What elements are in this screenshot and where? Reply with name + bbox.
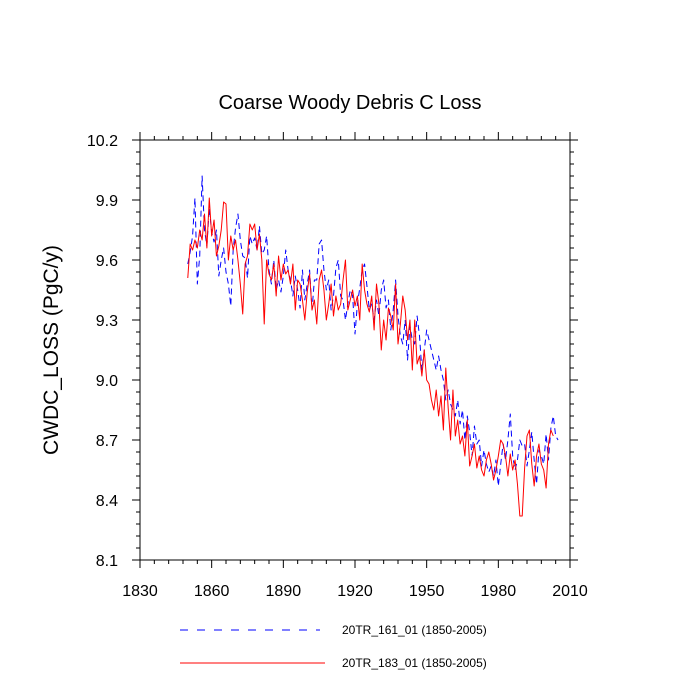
x-tick-label: 1980 [481, 583, 517, 600]
plot-frame [139, 139, 571, 561]
legend-label-series-1: 20TR_161_01 (1850-2005) [342, 623, 487, 637]
series-line-1 [187, 175, 559, 487]
x-tick-label: 1890 [266, 583, 302, 600]
chart-title: Coarse Woody Debris C Loss [218, 92, 481, 114]
x-axis: 1830 1860 1890 1920 1950 1980 2010 [122, 132, 588, 600]
legend: 20TR_161_01 (1850-2005) 20TR_183_01 (185… [180, 623, 487, 670]
x-tick-label: 2010 [552, 583, 588, 600]
series-line-2 [187, 197, 554, 517]
y-tick-label: 8.4 [96, 493, 118, 510]
x-tick-label: 1830 [122, 583, 158, 600]
legend-label-series-2: 20TR_183_01 (1850-2005) [342, 656, 487, 670]
y-tick-label: 8.1 [96, 553, 118, 570]
y-axis: 8.1 8.4 8.7 9.0 9.3 9.6 9.9 10.2 [87, 133, 578, 570]
y-tick-label: 9.3 [96, 313, 118, 330]
y-tick-label: 9.6 [96, 253, 118, 270]
minor-ticks [136, 136, 574, 564]
y-tick-label: 9.0 [96, 373, 118, 390]
y-tick-label: 9.9 [96, 193, 118, 210]
x-tick-label: 1860 [194, 583, 230, 600]
series-layer [187, 175, 559, 517]
y-tick-label: 10.2 [87, 133, 118, 150]
x-tick-label: 1950 [409, 583, 445, 600]
y-tick-label: 8.7 [96, 433, 118, 450]
y-axis-label: CWDC_LOSS (PgC/y) [40, 245, 63, 455]
x-tick-label: 1920 [337, 583, 373, 600]
